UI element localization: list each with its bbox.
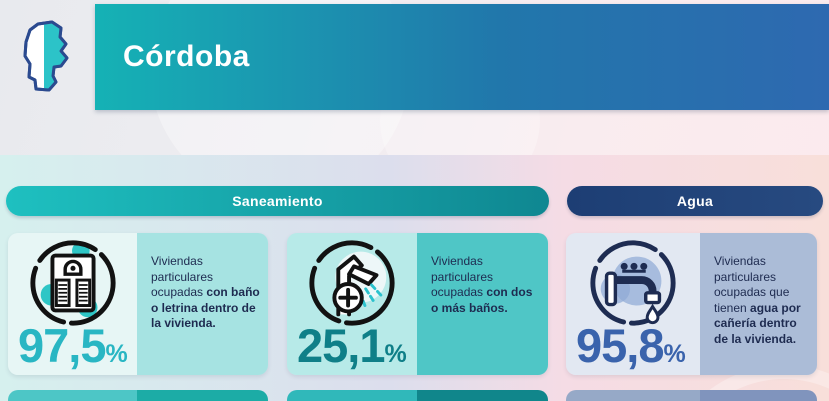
stat-description: Viviendas particulares ocupadas con dos … — [431, 254, 533, 315]
stat-value: 95,8% — [576, 319, 686, 372]
partial-next-row-card — [566, 390, 817, 401]
stat-card-description-panel: Viviendas particulares ocupadas con dos … — [417, 233, 548, 375]
header-banner: Córdoba — [95, 4, 829, 110]
faucet-drop-icon — [590, 240, 676, 326]
shower-plus-icon — [309, 240, 395, 326]
section-label: Agua — [676, 193, 714, 209]
stat-description: Viviendas particulares ocupadas con baño… — [151, 254, 260, 331]
stat-value: 25,1% — [297, 319, 407, 372]
stat-card-description-panel: Viviendas particulares ocupadas que tien… — [700, 233, 817, 375]
stat-card-figure: 95,8% — [566, 233, 700, 375]
cordoba-province-icon — [23, 20, 69, 92]
stat-card-agua-canieria: 95,8% Viviendas particulares ocupadas qu… — [566, 233, 817, 375]
partial-next-row-card — [287, 390, 548, 401]
stat-value: 97,5% — [18, 319, 128, 372]
section-label: Saneamiento — [232, 193, 323, 209]
partial-next-row-card — [8, 390, 268, 401]
stat-card-description-panel: Viviendas particulares ocupadas con baño… — [137, 233, 268, 375]
page-title: Córdoba — [123, 40, 250, 73]
latrine-icon — [29, 240, 116, 326]
section-header-agua: Agua — [567, 186, 823, 216]
stat-card-banio-letrina: 97,5% Viviendas particulares ocupadas co… — [8, 233, 268, 375]
stat-card-figure: 97,5% — [8, 233, 137, 375]
section-header-saneamiento: Saneamiento — [6, 186, 549, 216]
stat-card-figure: 25,1% — [287, 233, 417, 375]
stat-card-dos-banios: 25,1% Viviendas particulares ocupadas co… — [287, 233, 548, 375]
stat-description: Viviendas particulares ocupadas que tien… — [714, 254, 801, 346]
